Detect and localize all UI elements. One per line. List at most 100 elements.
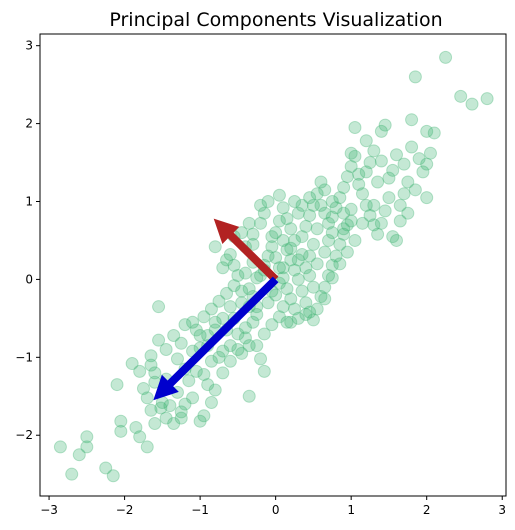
- data-point: [311, 223, 323, 235]
- data-point: [258, 328, 270, 340]
- y-tick-label: −1: [15, 350, 33, 364]
- x-tick-label: −2: [116, 503, 134, 517]
- data-point: [221, 254, 233, 266]
- data-point: [349, 234, 361, 246]
- data-point: [300, 308, 312, 320]
- data-point: [360, 135, 372, 147]
- data-point: [466, 98, 478, 110]
- data-point: [217, 367, 229, 379]
- data-point: [379, 119, 391, 131]
- data-point: [115, 425, 127, 437]
- x-tick-label: −1: [191, 503, 209, 517]
- data-point: [258, 365, 270, 377]
- data-point: [356, 188, 368, 200]
- data-point: [209, 384, 221, 396]
- data-point: [292, 254, 304, 266]
- y-tick-label: 3: [25, 39, 33, 53]
- data-point: [164, 400, 176, 412]
- data-point: [326, 196, 338, 208]
- x-tick-label: 3: [498, 503, 506, 517]
- chart-title: Principal Components Visualization: [109, 9, 442, 31]
- data-point: [372, 176, 384, 188]
- y-tick-label: 1: [25, 195, 33, 209]
- data-point: [277, 262, 289, 274]
- data-point: [209, 241, 221, 253]
- data-point: [175, 406, 187, 418]
- data-point: [255, 199, 267, 211]
- data-point: [315, 199, 327, 211]
- data-point: [402, 207, 414, 219]
- data-point: [224, 355, 236, 367]
- data-point: [311, 258, 323, 270]
- data-point: [111, 379, 123, 391]
- data-point: [424, 147, 436, 159]
- data-point: [300, 220, 312, 232]
- data-point: [379, 205, 391, 217]
- data-point: [243, 283, 255, 295]
- data-point: [145, 404, 157, 416]
- data-point: [141, 441, 153, 453]
- data-point: [281, 316, 293, 328]
- data-point: [198, 368, 210, 380]
- data-point: [375, 217, 387, 229]
- data-point: [481, 93, 493, 105]
- data-point: [213, 351, 225, 363]
- data-point: [273, 215, 285, 227]
- data-point: [353, 168, 365, 180]
- data-point: [285, 242, 297, 254]
- data-point: [338, 223, 350, 235]
- data-point: [145, 350, 157, 362]
- data-point: [390, 234, 402, 246]
- data-point: [243, 390, 255, 402]
- data-point: [107, 470, 119, 482]
- data-point: [368, 199, 380, 211]
- data-point: [311, 303, 323, 315]
- data-point: [349, 121, 361, 133]
- data-point: [338, 181, 350, 193]
- data-point: [383, 172, 395, 184]
- plot-frame: [40, 34, 506, 496]
- data-point: [126, 358, 138, 370]
- y-tick-label: −2: [15, 428, 33, 442]
- data-point: [440, 51, 452, 63]
- data-point: [224, 301, 236, 313]
- data-point: [323, 234, 335, 246]
- data-point: [326, 272, 338, 284]
- data-point: [383, 192, 395, 204]
- data-point: [417, 166, 429, 178]
- data-point: [251, 340, 263, 352]
- data-point: [296, 285, 308, 297]
- data-point: [304, 270, 316, 282]
- x-tick-label: 0: [272, 503, 280, 517]
- data-point: [375, 155, 387, 167]
- data-point: [372, 228, 384, 240]
- data-point: [398, 188, 410, 200]
- data-point: [187, 392, 199, 404]
- data-point: [187, 316, 199, 328]
- data-point: [175, 337, 187, 349]
- data-point: [153, 334, 165, 346]
- data-point: [251, 308, 263, 320]
- data-point: [54, 441, 66, 453]
- data-point: [273, 189, 285, 201]
- data-point: [455, 90, 467, 102]
- data-point: [409, 184, 421, 196]
- data-point: [171, 353, 183, 365]
- data-point: [421, 192, 433, 204]
- data-point: [81, 431, 93, 443]
- data-point: [406, 114, 418, 126]
- data-point: [398, 158, 410, 170]
- y-tick-label: 0: [25, 272, 33, 286]
- data-point: [239, 332, 251, 344]
- points-layer: [54, 51, 493, 481]
- data-point: [134, 431, 146, 443]
- y-tick-label: 2: [25, 117, 33, 131]
- data-point: [232, 344, 244, 356]
- data-point: [266, 231, 278, 243]
- data-point: [319, 184, 331, 196]
- data-point: [364, 157, 376, 169]
- data-point: [66, 468, 78, 480]
- data-point: [406, 141, 418, 153]
- data-point: [319, 293, 331, 305]
